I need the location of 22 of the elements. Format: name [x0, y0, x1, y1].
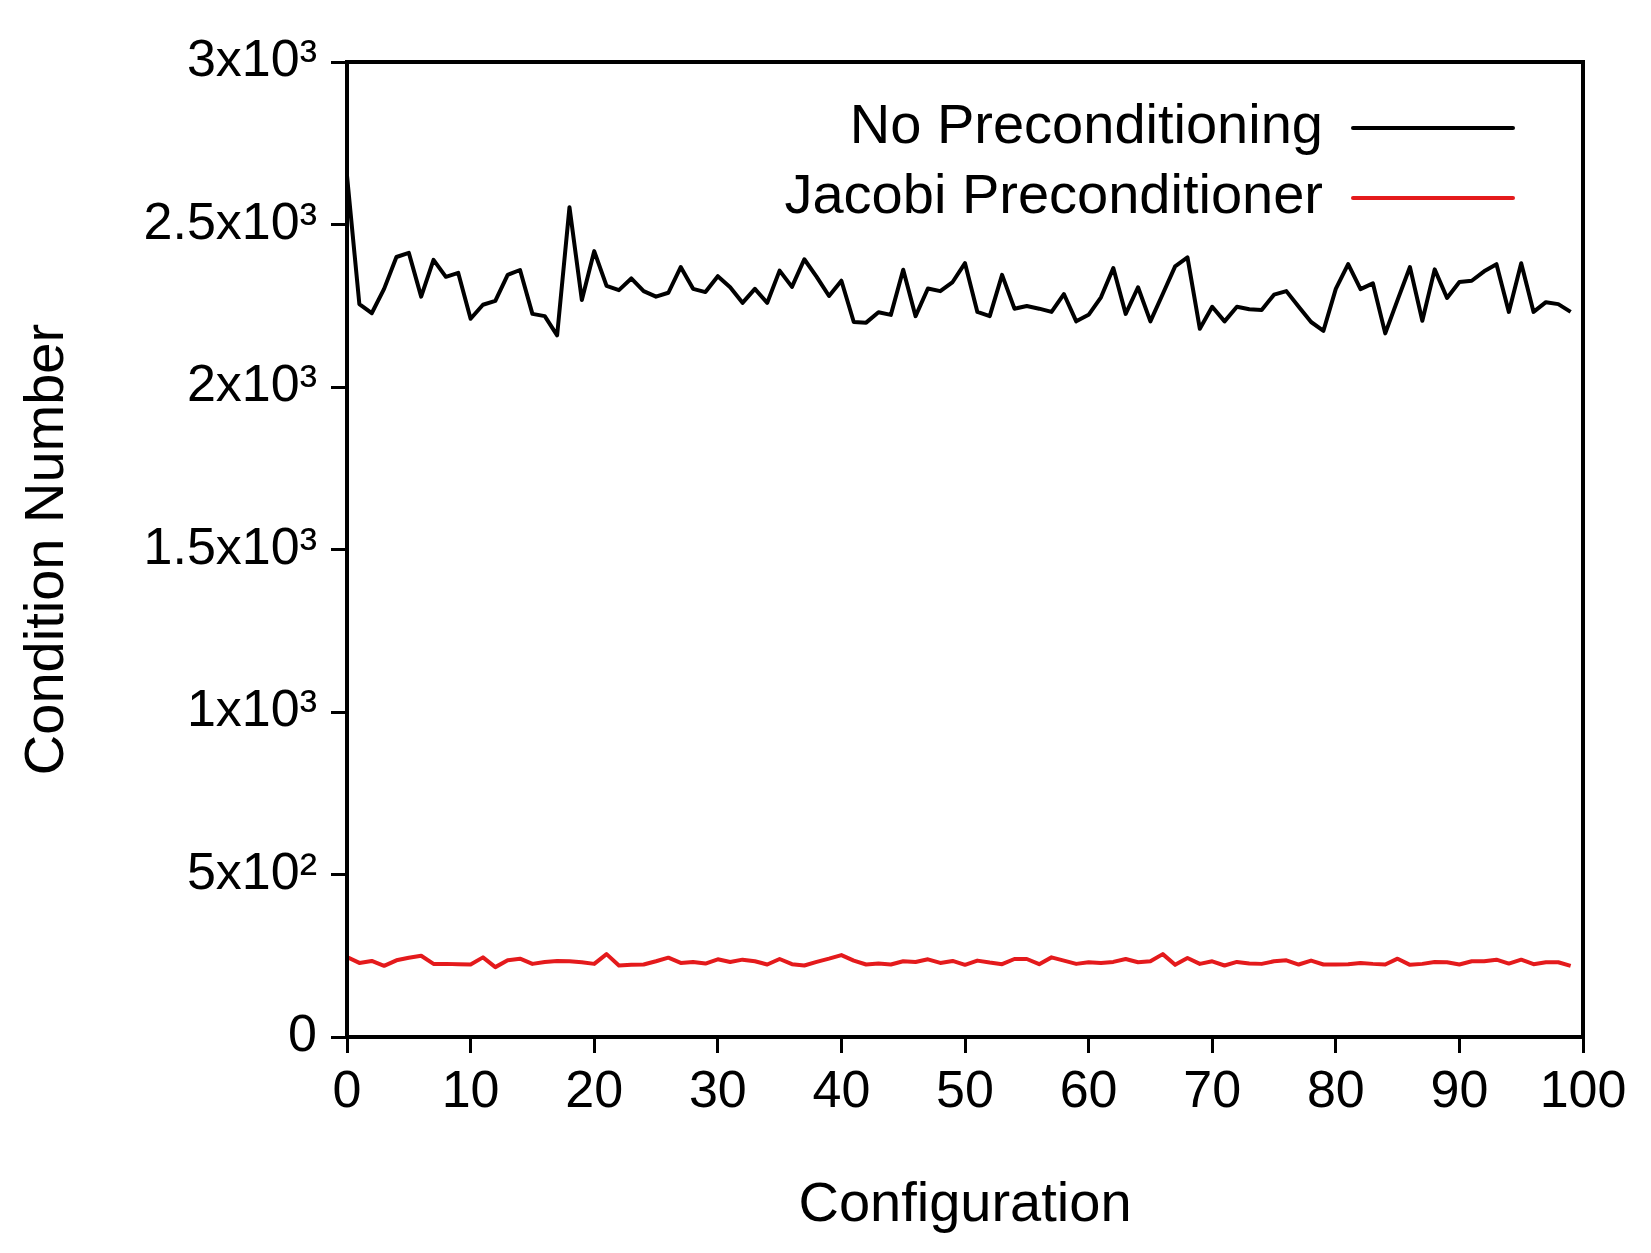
x-tick-label: 30	[688, 1059, 747, 1118]
x-tick-label: 100	[1539, 1059, 1627, 1118]
y-tick-label: 3x10³	[186, 29, 317, 88]
x-tick-label: 0	[332, 1059, 362, 1118]
x-tick-label: 40	[812, 1059, 871, 1118]
y-tick-label: 1x10³	[186, 679, 317, 738]
y-axis-title: Condition Number	[12, 323, 76, 776]
x-tick-label: 10	[441, 1059, 500, 1118]
legend-label: No Preconditioning	[849, 92, 1323, 156]
y-tick-label: 2.5x10³	[143, 191, 317, 250]
x-tick-label: 50	[936, 1059, 994, 1118]
legend-label: Jacobi Preconditioner	[784, 162, 1323, 226]
x-tick-label: 80	[1306, 1059, 1365, 1118]
x-tick-label: 70	[1183, 1059, 1242, 1118]
x-tick-label: 90	[1430, 1059, 1489, 1118]
y-tick-label: 0	[288, 1004, 317, 1063]
x-tick-label: 60	[1059, 1059, 1118, 1118]
x-tick-label: 20	[565, 1059, 624, 1118]
y-tick-label: 1.5x10³	[143, 516, 317, 575]
y-tick-label: 2x10³	[186, 354, 317, 413]
x-axis-title: Configuration	[798, 1169, 1132, 1233]
y-tick-label: 5x10²	[186, 841, 317, 900]
